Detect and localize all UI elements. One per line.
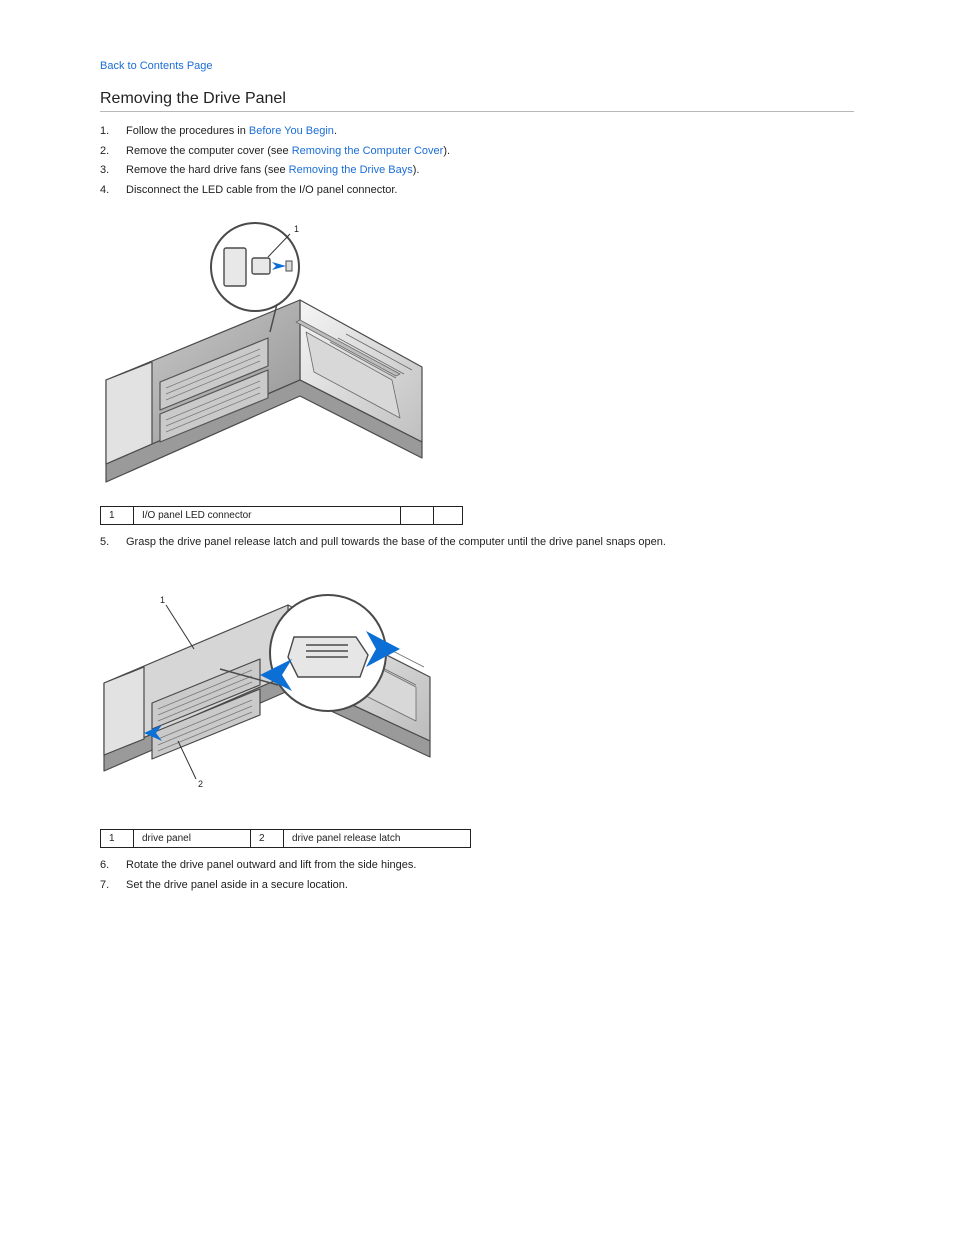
step-number: 3. [100,162,126,180]
step-text: Follow the procedures in Before You Begi… [126,123,337,141]
step-number: 6. [100,857,126,875]
callout-1: 1 [160,595,194,649]
step-number: 4. [100,182,126,200]
figure1-callout-table: 1 I/O panel LED connector [100,506,463,525]
step-number: 1. [100,123,126,141]
svg-text:2: 2 [198,779,203,789]
figure-io-panel-led-svg: 1 [100,212,430,502]
callout-label: drive panel [134,829,251,847]
list-item: 5. Grasp the drive panel release latch a… [100,533,854,553]
step-text: Rotate the drive panel outward and lift … [126,857,416,875]
svg-text:1: 1 [160,595,165,605]
callout-label: drive panel release latch [284,829,471,847]
list-item: 1. Follow the procedures in Before You B… [100,122,854,142]
figure2-callout-table: 1 drive panel 2 drive panel release latc… [100,829,471,848]
back-to-contents-label: Back to Contents Page [100,60,213,72]
callout-number: 1 [101,507,134,525]
list-item: 4. Disconnect the LED cable from the I/O… [100,181,854,201]
step-text: Remove the computer cover (see Removing … [126,143,450,161]
list-item: 6. Rotate the drive panel outward and li… [100,856,854,876]
figure-io-panel-led: 1 1 I/O panel LED connector [100,212,854,525]
step-number: 5. [100,534,126,552]
steps-list: 1. Follow the procedures in Before You B… [100,122,854,200]
callout-empty [401,507,434,525]
section-title: Removing the Drive Panel [100,90,854,108]
step-link-remove-drive-bays[interactable]: Removing the Drive Bays [289,164,413,176]
step-text: Remove the hard drive fans (see Removing… [126,162,419,180]
figure-drive-panel-latch: 1 2 1 drive panel 2 drive panel release … [100,565,854,848]
step-text: Grasp the drive panel release latch and … [126,534,666,552]
figure-drive-panel-latch-svg: 1 2 [100,565,440,825]
step-text: Set the drive panel aside in a secure lo… [126,877,348,895]
step-text: Disconnect the LED cable from the I/O pa… [126,182,397,200]
svg-text:1: 1 [294,224,299,234]
table-row: 1 I/O panel LED connector [101,507,463,525]
callout-number: 2 [251,829,284,847]
list-item: 3. Remove the hard drive fans (see Remov… [100,161,854,181]
callout-empty [434,507,463,525]
step-link-remove-cover[interactable]: Removing the Computer Cover [292,145,444,157]
callout-label: I/O panel LED connector [134,507,401,525]
step-5: 5. Grasp the drive panel release latch a… [100,533,854,553]
table-row: 1 drive panel 2 drive panel release latc… [101,829,471,847]
list-item: 7. Set the drive panel aside in a secure… [100,876,854,896]
step-link-before-you-begin[interactable]: Before You Begin [249,125,334,137]
section-rule [100,111,854,112]
list-item: 2. Remove the computer cover (see Removi… [100,142,854,162]
callout-number: 1 [101,829,134,847]
back-to-contents-link[interactable]: Back to Contents Page [100,60,854,72]
step-number: 2. [100,143,126,161]
step-number: 7. [100,877,126,895]
callout-2: 2 [178,741,203,789]
steps-6-7: 6. Rotate the drive panel outward and li… [100,856,854,895]
